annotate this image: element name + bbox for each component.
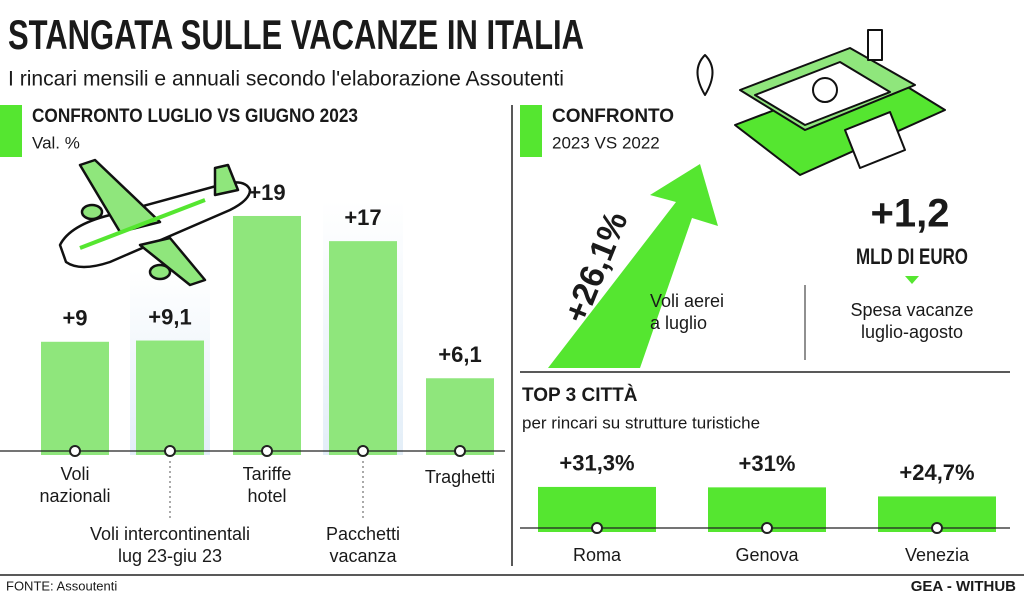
- section-marker: [520, 105, 542, 157]
- section-subtitle: per rincari su strutture turistiche: [522, 413, 760, 432]
- spending-value: +1,2: [871, 192, 950, 236]
- growth-arrow: [548, 164, 718, 368]
- section-title: CONFRONTO: [552, 106, 674, 127]
- value-label: +17: [344, 205, 381, 230]
- category-label: Pacchetti vacanza: [326, 524, 400, 566]
- section-subtitle: Val. %: [32, 133, 80, 152]
- bar: [329, 241, 397, 455]
- category-label: Genova: [735, 545, 799, 565]
- value-label: +9: [62, 306, 87, 331]
- airplane-illustration: [58, 158, 252, 287]
- bar: [426, 378, 494, 455]
- category-dot: [69, 445, 81, 457]
- value-label: +31,3%: [559, 451, 634, 476]
- pointer: [905, 276, 919, 284]
- category-label: Tariffe hotel: [243, 464, 292, 506]
- value-label: +6,1: [438, 342, 481, 367]
- section-title: CONFRONTO LUGLIO VS GIUGNO 2023: [32, 106, 358, 127]
- bar: [136, 340, 204, 455]
- category-label: Venezia: [905, 545, 970, 565]
- value-label: +19: [248, 180, 285, 205]
- value-label: +24,7%: [899, 460, 974, 485]
- category-label: Roma: [573, 545, 622, 565]
- subtitle: I rincari mensili e annuali secondo l'el…: [8, 68, 564, 91]
- category-dot: [591, 522, 603, 534]
- category-label: Traghetti: [425, 467, 495, 487]
- value-label: +31%: [739, 451, 796, 476]
- category-dot: [454, 445, 466, 457]
- section-subtitle: 2023 VS 2022: [552, 133, 660, 152]
- title: STANGATA SULLE VACANZE IN ITALIA: [8, 11, 584, 58]
- section-marker: [0, 105, 22, 157]
- bar: [41, 341, 109, 455]
- category-dot: [931, 522, 943, 534]
- section-title: TOP 3 CITTÀ: [522, 384, 638, 406]
- spending-unit: MLD DI EURO: [856, 244, 968, 269]
- travel-illustration: [696, 29, 946, 176]
- category-dot: [761, 522, 773, 534]
- source: FONTE: Assoutenti: [6, 578, 117, 593]
- category-label: Voli intercontinentali lug 23-giu 23: [90, 524, 250, 566]
- category-dot: [357, 445, 369, 457]
- credit: GEA - WITHUB: [911, 578, 1016, 595]
- category-dot: [261, 445, 273, 457]
- flights-label: Voli aerei a luglio: [650, 291, 724, 333]
- value-label: +9,1: [148, 304, 191, 329]
- bar: [233, 215, 301, 455]
- category-dot: [164, 445, 176, 457]
- category-label: Voli nazionali: [39, 464, 110, 506]
- spending-label: Spesa vacanze luglio-agosto: [850, 300, 973, 342]
